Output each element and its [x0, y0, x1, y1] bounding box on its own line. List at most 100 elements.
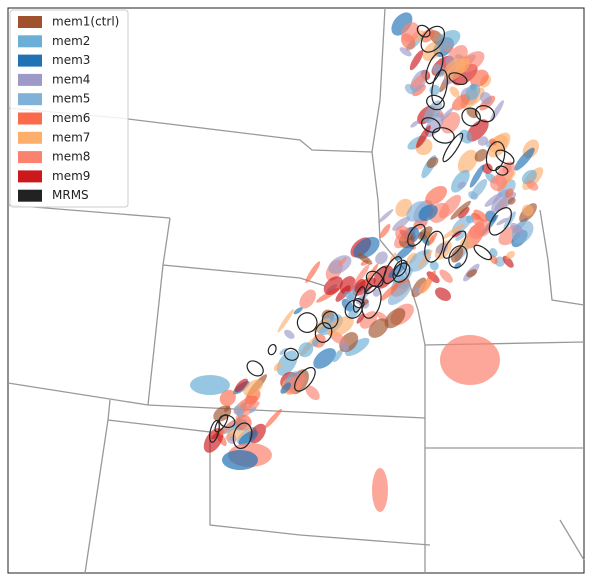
- mrms-contour: [473, 244, 493, 261]
- mrms-contour: [431, 69, 448, 106]
- mrms-contour: [495, 149, 515, 165]
- mrms-contour: [365, 266, 387, 295]
- precip-cell: [238, 430, 258, 446]
- precip-cell: [372, 288, 381, 297]
- mrms-contour: [352, 286, 366, 313]
- precip-cell: [490, 100, 504, 122]
- precip-cell: [418, 279, 432, 294]
- precip-cell: [439, 269, 453, 283]
- precip-cell: [474, 148, 488, 162]
- legend-label: mem4: [52, 72, 90, 86]
- precip-cell: [505, 250, 515, 260]
- precip-cell: [284, 329, 295, 339]
- precip-cell: [469, 164, 485, 188]
- precip-cell: [354, 278, 366, 293]
- legend: mem1(ctrl) mem2 mem3 mem4 mem5 mem6 mem7 mem8 me…: [9, 9, 129, 208]
- precip-cell: [345, 337, 370, 357]
- precip-cell: [425, 186, 448, 206]
- mrms-contour: [407, 223, 426, 247]
- precip-cell: [435, 242, 448, 254]
- mrms-contour: [314, 322, 333, 343]
- precip-cell: [442, 223, 465, 239]
- legend-label: mem8: [52, 150, 90, 164]
- mrms-contour: [420, 117, 441, 133]
- precip-cell: [469, 225, 483, 239]
- precip-cell: [378, 209, 394, 223]
- precip-cell: [466, 269, 477, 278]
- border: [539, 209, 585, 306]
- border: [162, 217, 326, 287]
- precip-cell: [450, 200, 471, 220]
- precip-cell: [234, 378, 248, 393]
- precip-cell: [327, 316, 354, 337]
- mrms-contour: [488, 207, 512, 236]
- border: [559, 519, 585, 561]
- precip-cell: [219, 389, 236, 407]
- precip-cell: [507, 197, 516, 205]
- precip-cell: [277, 309, 294, 333]
- mrms-contour: [209, 419, 220, 443]
- precip-cell: [427, 232, 438, 247]
- precip-cell: [435, 287, 452, 301]
- precip-cell: [457, 181, 466, 189]
- precip-cell: [225, 429, 235, 440]
- precip-cell: [362, 263, 379, 288]
- precip-cell: [521, 169, 537, 185]
- precip-cell: [526, 180, 539, 191]
- precip-cell: [280, 382, 292, 394]
- legend-label: MRMS: [52, 188, 89, 202]
- precip-cell: [323, 276, 343, 295]
- mrms-contour: [365, 270, 384, 288]
- mrms-contour: [294, 366, 316, 392]
- precip-cell: [298, 342, 314, 358]
- precip-cell: [368, 318, 389, 338]
- precip-cell: [387, 282, 412, 306]
- precip-cell: [344, 291, 355, 301]
- precip-cell: [305, 385, 320, 401]
- mrms-contour: [448, 72, 468, 86]
- precip-cell: [299, 289, 316, 309]
- legend-swatch: [18, 93, 42, 106]
- legend-swatch: [18, 189, 42, 202]
- precip-cell: [404, 83, 416, 95]
- mrms-contour: [442, 132, 464, 163]
- precip-cell: [458, 207, 470, 219]
- border: [7, 382, 426, 419]
- legend-label: mem1(ctrl): [52, 15, 119, 29]
- precip-cell: [353, 236, 380, 259]
- legend-swatch: [18, 54, 42, 67]
- precip-cell: [436, 29, 461, 50]
- precip-cell: [348, 306, 359, 318]
- precip-cell: [264, 408, 282, 429]
- precip-cell: [490, 174, 507, 192]
- border: [371, 7, 386, 153]
- precip-cell: [477, 136, 489, 146]
- precip-cell: [410, 120, 420, 128]
- mrms-contour: [283, 347, 299, 361]
- precip-cell: [392, 216, 411, 231]
- precip-cell: [465, 83, 481, 101]
- precip-cell: [449, 86, 460, 98]
- mrms-contour: [344, 299, 363, 319]
- precip-cell: [470, 69, 489, 87]
- precip-cell: [395, 243, 415, 261]
- precip-cell: [395, 225, 411, 242]
- precip-cell: [375, 251, 388, 265]
- mrms-contour: [361, 285, 382, 319]
- precip-cell: [418, 204, 438, 221]
- mrms-contour: [416, 24, 431, 38]
- precip-cell: [311, 338, 319, 347]
- mrms-contour: [495, 165, 509, 176]
- legend-label: mem7: [52, 130, 90, 144]
- mrms-contour: [383, 256, 403, 285]
- legend-label: mem9: [52, 169, 90, 183]
- mrms-contour: [393, 259, 408, 277]
- mrms-contour: [431, 127, 455, 144]
- precip-cell: [222, 450, 258, 470]
- precip-cell: [380, 283, 399, 301]
- legend-swatch: [18, 170, 42, 183]
- precip-cell: [466, 107, 478, 119]
- precip-cell: [489, 248, 498, 257]
- mrms-contour: [232, 422, 253, 450]
- legend-label: mem3: [52, 53, 90, 67]
